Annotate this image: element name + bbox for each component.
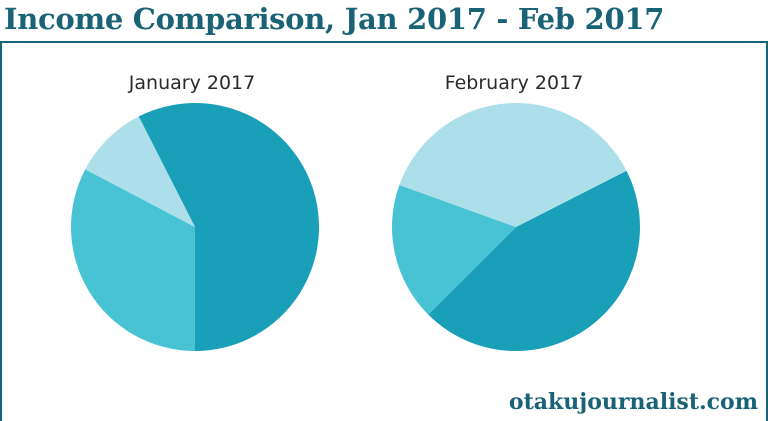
january-slice-mid: [70, 169, 195, 351]
january-chart-title: January 2017: [128, 72, 255, 94]
page-title: Income Comparison, Jan 2017 - Feb 2017: [4, 2, 665, 36]
chart-frame: January 2017 February 2017 otakujournali…: [0, 41, 768, 421]
january-pie-chart: January 2017: [70, 72, 320, 351]
february-pie-chart: February 2017: [392, 72, 640, 351]
february-slice-light: [399, 103, 627, 227]
february-slice-dark: [428, 170, 640, 351]
february-chart-title: February 2017: [445, 72, 584, 94]
pie-charts: January 2017 February 2017: [70, 72, 640, 351]
january-slice-light: [85, 116, 195, 227]
february-slice-mid: [392, 185, 516, 315]
january-slice-dark: [138, 103, 320, 351]
january-pie: [70, 103, 320, 351]
february-pie: [392, 103, 640, 351]
site-watermark: otakujournalist.com: [508, 389, 758, 415]
